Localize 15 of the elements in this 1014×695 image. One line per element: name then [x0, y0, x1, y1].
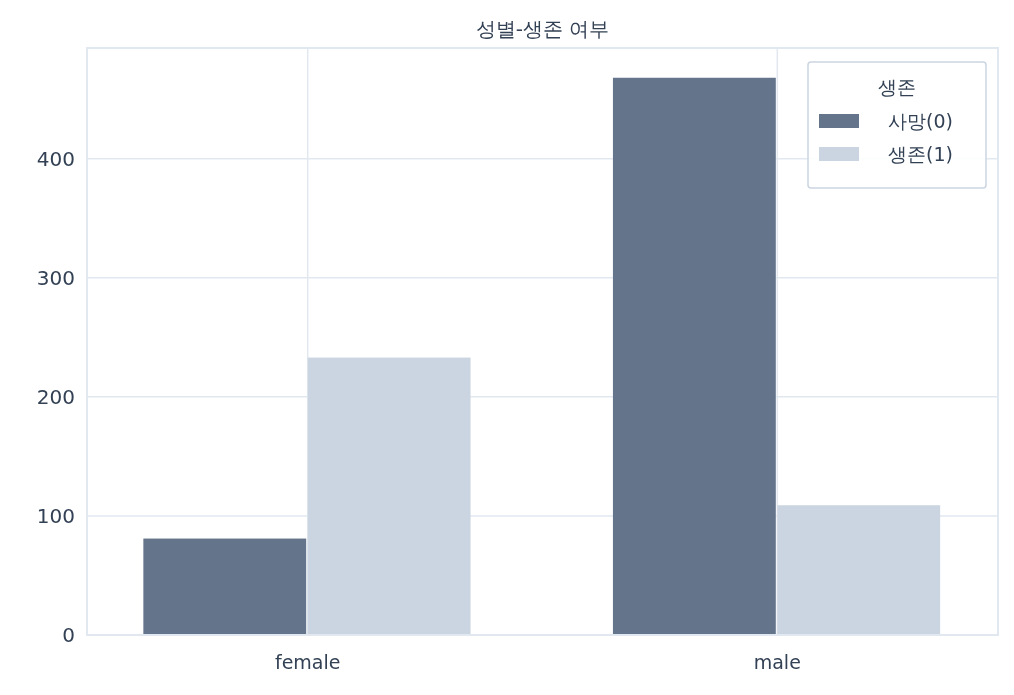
legend-label: 사망(0) — [888, 109, 953, 132]
y-tick-label: 100 — [36, 503, 75, 528]
bar — [307, 357, 471, 635]
y-tick-label: 200 — [36, 384, 75, 409]
x-tick-label: female — [274, 651, 341, 673]
y-tick-label: 300 — [36, 265, 75, 290]
chart-title: 성별-생존 여부 — [475, 17, 610, 41]
legend-title: 생존 — [878, 76, 916, 98]
y-tick-label: 400 — [36, 146, 75, 171]
x-tick-label: male — [753, 651, 801, 673]
bar — [777, 505, 941, 635]
bar — [612, 77, 776, 635]
legend-label: 생존(1) — [888, 142, 953, 165]
bar — [143, 538, 307, 635]
y-tick-label: 0 — [62, 623, 75, 647]
